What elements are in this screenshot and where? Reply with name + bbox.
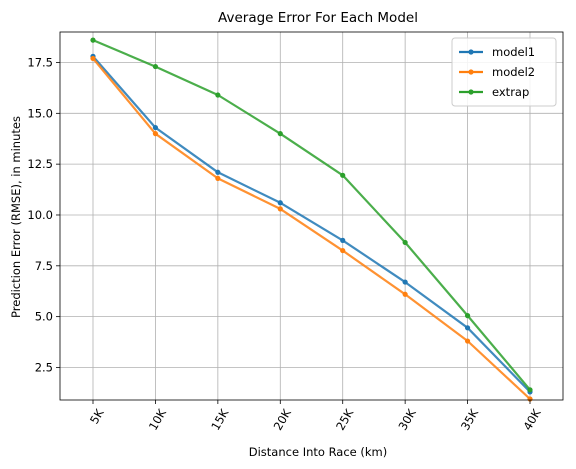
series-lines — [90, 37, 533, 402]
data-point — [215, 175, 221, 181]
y-tick-label: 15.0 — [27, 106, 53, 120]
chart-title: Average Error For Each Model — [218, 10, 418, 26]
y-tick-label: 2.5 — [35, 360, 53, 374]
data-point — [152, 131, 159, 137]
legend-swatch-marker — [468, 69, 474, 75]
series-line — [92, 39, 531, 391]
series-extrap — [90, 37, 533, 393]
data-point — [215, 92, 221, 98]
y-tick-label: 7.5 — [35, 259, 53, 273]
data-point — [464, 325, 471, 331]
legend-label: model2 — [492, 65, 535, 79]
data-point — [340, 172, 346, 178]
data-point — [340, 237, 346, 243]
x-tick-label: 5K — [87, 406, 107, 426]
plot-frame — [59, 31, 564, 401]
legend-box — [451, 37, 557, 107]
series-model1 — [90, 53, 533, 395]
data-point — [152, 63, 159, 70]
legend-item: extrap — [459, 85, 529, 99]
y-axis-ticks: 2.5 5.0 7.5 10.0 12.5 15.0 17.5 — [27, 55, 60, 374]
data-point — [527, 387, 533, 393]
legend-label: model1 — [492, 45, 535, 59]
series-model2 — [90, 55, 533, 402]
legend-swatch-marker — [468, 89, 474, 95]
data-point — [277, 200, 283, 206]
series-line — [92, 55, 531, 393]
data-point — [152, 124, 159, 131]
y-tick-label: 5.0 — [35, 310, 53, 324]
data-point — [277, 131, 283, 137]
data-point — [215, 169, 221, 175]
data-point — [90, 55, 96, 62]
legend-label: extrap — [492, 85, 529, 99]
data-point — [402, 239, 408, 246]
legend-item: model1 — [459, 45, 535, 59]
data-point — [402, 279, 408, 285]
data-point — [464, 338, 471, 344]
legend-swatch-marker — [468, 49, 474, 55]
y-tick-label: 12.5 — [27, 157, 53, 171]
y-tick-label: 17.5 — [27, 55, 53, 69]
legend: model1 model2 extrap — [451, 37, 557, 107]
x-axis-label: Distance Into Race (km) — [249, 445, 388, 459]
data-point — [340, 247, 346, 254]
y-axis-label: Prediction Error (RMSE), in minutes — [9, 116, 23, 318]
legend-item: model2 — [459, 65, 535, 79]
data-point — [402, 291, 408, 297]
series-line — [92, 57, 531, 400]
data-point — [464, 313, 471, 319]
y-tick-label: 10.0 — [27, 208, 53, 222]
data-point — [277, 206, 283, 212]
data-point — [90, 37, 96, 43]
